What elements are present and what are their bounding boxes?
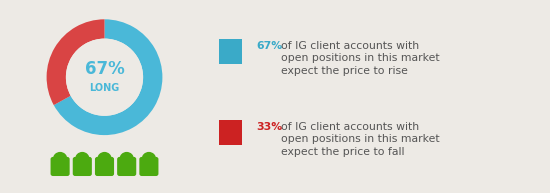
- FancyBboxPatch shape: [51, 157, 70, 176]
- FancyBboxPatch shape: [139, 157, 158, 176]
- Circle shape: [97, 152, 112, 167]
- Text: LONG: LONG: [89, 83, 120, 93]
- Wedge shape: [47, 19, 104, 105]
- FancyBboxPatch shape: [219, 120, 242, 145]
- FancyBboxPatch shape: [73, 157, 92, 176]
- Circle shape: [75, 152, 90, 167]
- Text: 33%: 33%: [256, 122, 282, 132]
- FancyBboxPatch shape: [219, 39, 242, 64]
- Text: of IG client accounts with
open positions in this market
expect the price to ris: of IG client accounts with open position…: [282, 41, 440, 76]
- Circle shape: [141, 152, 156, 167]
- Text: of IG client accounts with
open positions in this market
expect the price to fal: of IG client accounts with open position…: [282, 122, 440, 157]
- Circle shape: [66, 39, 143, 116]
- Text: 67%: 67%: [256, 41, 282, 51]
- Circle shape: [53, 152, 68, 167]
- FancyBboxPatch shape: [117, 157, 136, 176]
- Circle shape: [119, 152, 134, 167]
- Text: 67%: 67%: [85, 59, 124, 78]
- FancyBboxPatch shape: [95, 157, 114, 176]
- Wedge shape: [54, 19, 162, 135]
